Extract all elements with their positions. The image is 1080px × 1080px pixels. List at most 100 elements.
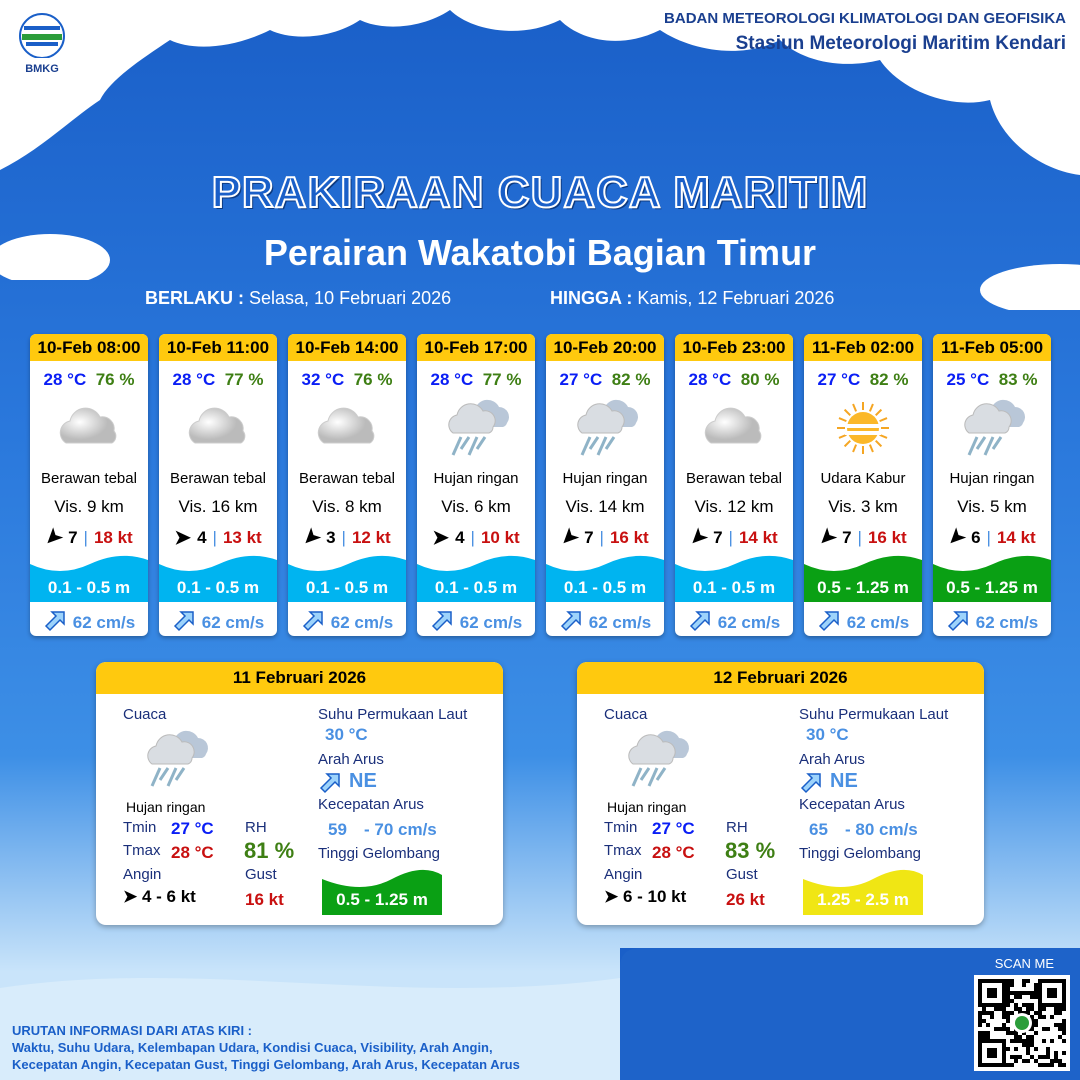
kecepatan-label: Kecepatan Arus: [799, 796, 905, 813]
wave-height: 0.1 - 0.5 m: [47, 578, 131, 597]
rh-label: RH: [726, 819, 748, 836]
gust-value: 26 kt: [726, 890, 765, 909]
gust-speed: 16 kt: [609, 527, 649, 547]
visibility: Vis. 12 km: [694, 497, 774, 516]
wave-height-band: 0.1 - 0.5 m: [546, 554, 664, 602]
rain-icon: [140, 724, 210, 799]
current-direction-icon: [43, 608, 67, 636]
visibility: Vis. 6 km: [441, 497, 511, 516]
valid-from-label: BERLAKU :: [145, 288, 244, 308]
visibility: Vis. 3 km: [828, 497, 898, 516]
wave-height: 0.5 - 1.25 m: [946, 578, 1038, 597]
wind-direction-icon: ➤: [297, 523, 326, 551]
wind-direction-icon: ➤: [684, 523, 713, 551]
weather-condition: Berawan tebal: [170, 470, 266, 487]
current-direction: NE: [349, 770, 377, 792]
rh-value: 81 %: [244, 838, 295, 863]
weather-condition: Hujan ringan: [562, 470, 648, 487]
wind-direction-icon: ➤: [174, 527, 192, 549]
rain-icon: [621, 724, 691, 799]
cuaca-label: Cuaca: [123, 706, 167, 723]
humidity: 77 %: [224, 370, 264, 389]
kecepatan-label: Kecepatan Arus: [318, 796, 424, 813]
current-speed: 62 cm/s: [717, 612, 781, 632]
speed-min: 65: [809, 820, 828, 839]
current-direction-icon: [430, 608, 454, 636]
forecast-time: 11-Feb 05:00: [933, 334, 1051, 361]
wave-height-band: 0.5 - 1.25 m: [804, 554, 922, 602]
tmax-value: 28 °C: [171, 843, 214, 862]
current-direction-icon: [817, 608, 841, 636]
wind-range: 6 - 10 kt: [622, 887, 687, 906]
wave-height-band: 0.1 - 0.5 m: [675, 554, 793, 602]
valid-to-value: Kamis, 12 Februari 2026: [637, 288, 835, 308]
forecast-time: 11-Feb 02:00: [804, 334, 922, 361]
wind-speed: 3: [326, 527, 336, 547]
rain-icon: [546, 396, 664, 460]
wind-speed: 4: [197, 527, 207, 547]
qr-code[interactable]: [974, 975, 1070, 1071]
gust-speed: 14 kt: [738, 527, 778, 547]
current-direction-icon: [946, 608, 970, 636]
info-legend: URUTAN INFORMASI DARI ATAS KIRI : Waktu,…: [12, 1022, 520, 1073]
tmin-value: 27 °C: [171, 819, 214, 838]
air-temp: 28 °C: [688, 370, 732, 389]
daily-summary-2: 12 Februari 2026 Cuaca Hujan ringan Tmin…: [577, 662, 984, 925]
air-temp: 27 °C: [817, 370, 861, 389]
tmin-value: 27 °C: [652, 819, 695, 838]
wind-speed: 4: [455, 527, 465, 547]
current-direction-icon: [559, 608, 583, 636]
bmkg-logo: BMKG: [14, 12, 70, 75]
air-temp: 28 °C: [43, 370, 87, 389]
tinggi-label: Tinggi Gelombang: [318, 845, 441, 862]
summary-wind: ➤ 4 - 6 kt: [123, 887, 196, 907]
gust-value: 16 kt: [245, 890, 284, 909]
tmax-label: Tmax: [604, 842, 642, 859]
summary-wind: ➤ 6 - 10 kt: [604, 887, 686, 907]
haze-icon: [804, 396, 922, 460]
current-direction-icon: [688, 608, 712, 636]
wave-height-band: [322, 869, 442, 915]
current-direction-icon: [799, 770, 825, 799]
cloud-icon: [675, 396, 793, 460]
forecast-card: 10-Feb 20:00 27 °C 82 % Hujan ringan Vis…: [546, 334, 664, 636]
angin-label: Angin: [123, 866, 162, 883]
forecast-time: 10-Feb 14:00: [288, 334, 406, 361]
wind-speed: 7: [68, 527, 78, 547]
cuaca-label: Cuaca: [604, 706, 648, 723]
weather-condition: Berawan tebal: [41, 470, 137, 487]
tmax-label: Tmax: [123, 842, 161, 859]
wave-height: 0.1 - 0.5 m: [692, 578, 776, 597]
tmin-label: Tmin: [123, 819, 157, 836]
legend-title: URUTAN INFORMASI DARI ATAS KIRI :: [12, 1023, 252, 1038]
visibility: Vis. 16 km: [178, 497, 258, 516]
station-name: Stasiun Meteorologi Maritim Kendari: [735, 33, 1066, 54]
humidity: 76 %: [95, 370, 135, 389]
daily-summary-1: 11 Februari 2026 Cuaca Hujan ringan Tmin…: [96, 662, 503, 925]
forecast-card: 11-Feb 02:00 27 °C 82 % Udara Kabur Vis.…: [804, 334, 922, 636]
wave-height: 0.5 - 1.25 m: [336, 890, 428, 909]
air-temp: 28 °C: [172, 370, 216, 389]
forecast-time: 10-Feb 17:00: [417, 334, 535, 361]
wave-height-band: 0.1 - 0.5 m: [288, 554, 406, 602]
humidity: 82 %: [611, 370, 651, 389]
cloud-icon: [30, 396, 148, 460]
cloud-icon: [288, 396, 406, 460]
summary-date: 11 Februari 2026: [96, 662, 503, 694]
tmax-value: 28 °C: [652, 843, 695, 862]
rain-icon: [933, 396, 1051, 460]
cloud-right: [980, 264, 1080, 310]
speed-max: - 70 cm/s: [364, 820, 437, 839]
wind-direction-icon: ➤: [813, 523, 842, 551]
valid-from: BERLAKU : Selasa, 10 Februari 2026: [145, 288, 451, 309]
forecast-card: 10-Feb 14:00 32 °C 76 % Berawan tebal Vi…: [288, 334, 406, 636]
forecast-time: 10-Feb 23:00: [675, 334, 793, 361]
forecast-card: 10-Feb 08:00 28 °C 76 % Berawan tebal Vi…: [30, 334, 148, 636]
forecast-card: 11-Feb 05:00 25 °C 83 % Hujan ringan Vis…: [933, 334, 1051, 636]
gust-label: Gust: [245, 866, 277, 883]
wind-direction-icon: ➤: [555, 523, 584, 551]
tinggi-label: Tinggi Gelombang: [799, 845, 922, 862]
visibility: Vis. 5 km: [957, 497, 1027, 516]
forecast-card: 10-Feb 11:00 28 °C 77 % Berawan tebal Vi…: [159, 334, 277, 636]
valid-to-label: HINGGA :: [550, 288, 633, 308]
